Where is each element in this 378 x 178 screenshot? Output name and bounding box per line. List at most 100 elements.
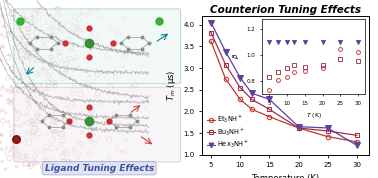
Point bbox=[58, 13, 64, 16]
Point bbox=[14, 55, 20, 57]
Point bbox=[62, 151, 68, 154]
Point bbox=[79, 112, 85, 115]
Point bbox=[41, 66, 47, 69]
Point bbox=[63, 149, 69, 152]
Point bbox=[37, 59, 43, 62]
Point bbox=[17, 46, 23, 49]
Point bbox=[14, 165, 20, 168]
Point bbox=[23, 17, 29, 20]
Point bbox=[6, 53, 12, 56]
Point bbox=[45, 61, 51, 64]
Point bbox=[31, 159, 37, 162]
Point bbox=[28, 59, 34, 62]
Point bbox=[5, 77, 11, 80]
Point bbox=[54, 8, 60, 11]
Point bbox=[25, 36, 31, 38]
Point bbox=[7, 134, 13, 137]
Point bbox=[14, 145, 20, 148]
Point bbox=[19, 138, 25, 141]
Point bbox=[41, 103, 47, 106]
Point bbox=[60, 117, 66, 120]
Point bbox=[53, 81, 59, 84]
Point bbox=[97, 136, 103, 139]
Point bbox=[59, 132, 65, 135]
Point bbox=[69, 22, 75, 25]
Point bbox=[62, 42, 68, 44]
Point bbox=[65, 160, 71, 163]
Point bbox=[28, 165, 34, 168]
Point bbox=[32, 151, 38, 154]
Point bbox=[6, 157, 12, 160]
Point bbox=[11, 123, 17, 126]
Point bbox=[33, 162, 39, 165]
Point bbox=[88, 35, 94, 37]
Point bbox=[0, 141, 3, 144]
Point bbox=[91, 134, 98, 137]
Point bbox=[57, 96, 63, 99]
Point bbox=[85, 116, 91, 119]
Point bbox=[78, 142, 84, 145]
Point bbox=[75, 157, 81, 160]
Point bbox=[54, 117, 60, 120]
Point bbox=[25, 52, 31, 54]
Point bbox=[49, 139, 55, 142]
Point bbox=[51, 63, 57, 66]
Point bbox=[0, 109, 6, 111]
Point bbox=[19, 17, 25, 20]
Point bbox=[57, 21, 64, 23]
Point bbox=[5, 13, 11, 16]
Point bbox=[27, 103, 33, 106]
Point bbox=[40, 61, 46, 64]
Point bbox=[21, 122, 27, 124]
Point bbox=[29, 119, 35, 122]
Point bbox=[26, 92, 33, 95]
Point bbox=[36, 49, 42, 52]
Point bbox=[12, 46, 18, 49]
Point bbox=[8, 22, 14, 25]
Point bbox=[20, 11, 26, 13]
Point bbox=[0, 94, 5, 97]
Point bbox=[44, 73, 50, 75]
Point bbox=[29, 34, 35, 37]
Point bbox=[15, 111, 21, 114]
Point bbox=[55, 167, 61, 170]
Point bbox=[89, 110, 95, 113]
Point bbox=[54, 164, 60, 167]
Point bbox=[120, 65, 126, 67]
Point bbox=[67, 57, 73, 60]
Point bbox=[90, 107, 96, 110]
Point bbox=[143, 106, 149, 108]
Point bbox=[11, 89, 17, 91]
Point bbox=[70, 118, 76, 121]
Point bbox=[77, 12, 83, 15]
Point bbox=[104, 76, 110, 79]
Point bbox=[69, 126, 75, 129]
Point bbox=[3, 111, 9, 114]
Point bbox=[34, 9, 40, 11]
Point bbox=[20, 43, 26, 46]
Point bbox=[71, 151, 77, 154]
Point bbox=[100, 161, 106, 164]
Point bbox=[49, 104, 55, 107]
Point bbox=[48, 32, 54, 35]
Point bbox=[62, 31, 68, 33]
Point bbox=[30, 130, 36, 133]
Point bbox=[50, 19, 56, 22]
X-axis label: Temperature (K): Temperature (K) bbox=[251, 174, 319, 178]
Point bbox=[79, 131, 85, 134]
Point bbox=[9, 146, 15, 149]
Point bbox=[0, 133, 4, 136]
Point bbox=[5, 56, 11, 59]
Point bbox=[19, 49, 25, 51]
Point bbox=[2, 168, 8, 171]
Point bbox=[8, 91, 14, 93]
Point bbox=[18, 21, 24, 24]
Point bbox=[50, 121, 56, 124]
Point bbox=[36, 107, 42, 110]
Point bbox=[24, 55, 30, 58]
Point bbox=[26, 141, 32, 144]
Point bbox=[32, 55, 38, 58]
Point bbox=[67, 159, 73, 162]
Point bbox=[51, 63, 57, 66]
Point bbox=[23, 154, 29, 157]
